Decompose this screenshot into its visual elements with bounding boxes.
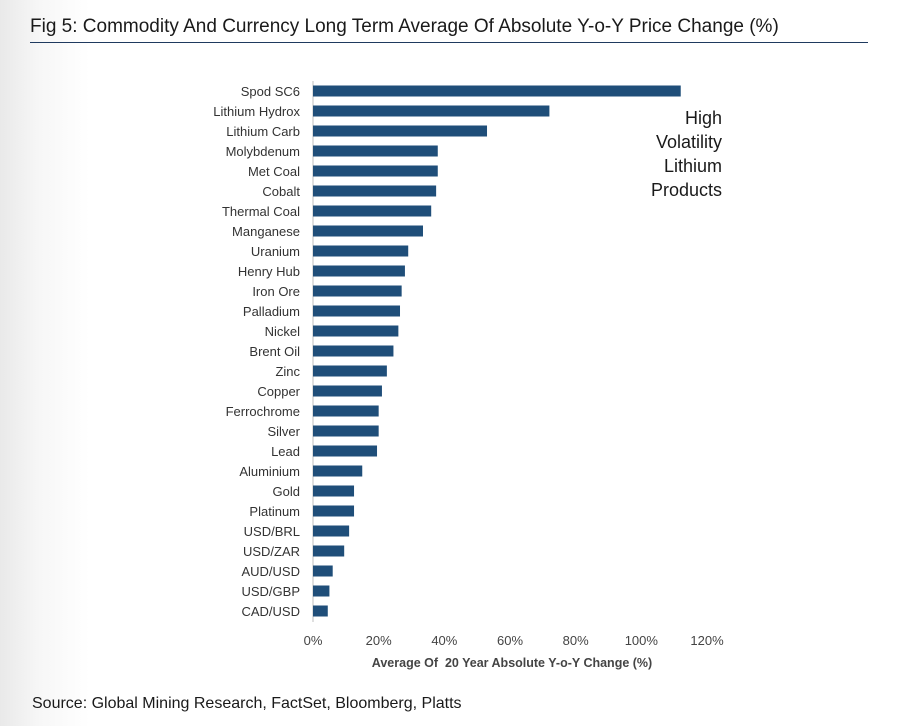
bar: [313, 465, 363, 477]
bar: [313, 185, 437, 197]
bar: [313, 285, 402, 297]
bar: [313, 85, 681, 97]
x-tick-label: 40%: [431, 633, 457, 648]
category-label: Palladium: [243, 304, 300, 319]
x-tick-label: 20%: [366, 633, 392, 648]
category-label: USD/BRL: [244, 524, 300, 539]
bar: [313, 205, 432, 217]
category-label: AUD/USD: [241, 564, 300, 579]
bar: [313, 525, 350, 537]
category-label: Ferrochrome: [226, 404, 300, 419]
category-label: Cobalt: [262, 184, 300, 199]
category-label: Lead: [271, 444, 300, 459]
bar: [313, 485, 355, 497]
category-label: Lithium Hydrox: [213, 104, 300, 119]
category-label: Spod SC6: [241, 84, 300, 99]
figure-title: Fig 5: Commodity And Currency Long Term …: [30, 16, 868, 43]
bar: [313, 245, 409, 257]
category-label: CAD/USD: [241, 604, 300, 619]
bar: [313, 605, 328, 617]
category-label: Aluminium: [239, 464, 300, 479]
category-label: USD/GBP: [241, 584, 300, 599]
annotation-text: High: [685, 108, 722, 128]
bar: [313, 385, 382, 397]
annotation-text: Volatility: [656, 132, 722, 152]
bar: [313, 585, 330, 597]
category-label: Silver: [267, 424, 300, 439]
category-label: Thermal Coal: [222, 204, 300, 219]
category-label: Manganese: [232, 224, 300, 239]
annotation-text: Products: [651, 180, 722, 200]
category-label: Nickel: [265, 324, 301, 339]
x-axis-title: Average Of 20 Year Absolute Y-o-Y Change…: [372, 656, 652, 670]
x-tick-label: 60%: [497, 633, 523, 648]
category-label: Platinum: [249, 504, 300, 519]
bar: [313, 505, 355, 517]
bar: [313, 425, 379, 437]
category-label: Iron Ore: [252, 284, 300, 299]
bar: [313, 105, 550, 117]
bar: [313, 405, 379, 417]
x-tick-label: 0%: [304, 633, 323, 648]
category-label: Met Coal: [248, 164, 300, 179]
category-label: Copper: [257, 384, 300, 399]
x-tick-label: 120%: [690, 633, 724, 648]
bar: [313, 125, 488, 137]
category-label: USD/ZAR: [243, 544, 300, 559]
bar: [313, 345, 394, 357]
category-label: Gold: [273, 484, 300, 499]
bar: [313, 365, 387, 377]
bar: [313, 165, 438, 177]
x-tick-label: 80%: [563, 633, 589, 648]
bar: [313, 565, 333, 577]
category-label: Henry Hub: [238, 264, 300, 279]
bar: [313, 225, 423, 237]
bar: [313, 145, 438, 157]
bar: [313, 265, 405, 277]
category-label: Uranium: [251, 244, 300, 259]
source-note: Source: Global Mining Research, FactSet,…: [32, 695, 462, 712]
annotation-text: Lithium: [664, 156, 722, 176]
bar: [313, 545, 345, 557]
bar: [313, 305, 401, 317]
category-label: Molybdenum: [226, 144, 300, 159]
bar: [313, 325, 399, 337]
category-label: Lithium Carb: [226, 124, 300, 139]
category-label: Brent Oil: [249, 344, 300, 359]
x-tick-label: 100%: [625, 633, 659, 648]
bar: [313, 445, 378, 457]
category-label: Zinc: [275, 364, 300, 379]
